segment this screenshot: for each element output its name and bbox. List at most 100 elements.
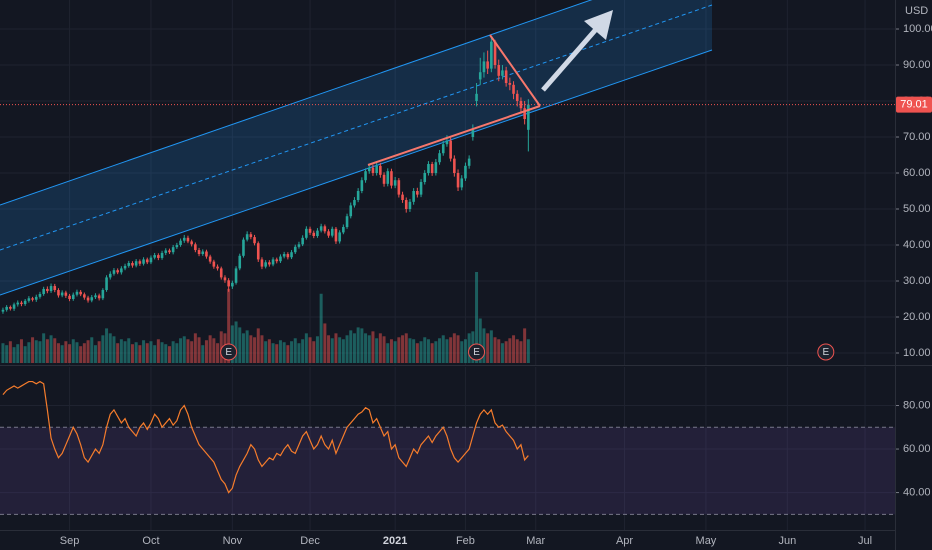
volume-bar [38,341,42,363]
candle-body [453,158,456,174]
candle-body [238,255,242,269]
candle-body [94,295,97,298]
candle-body [330,228,334,236]
candle-body [390,171,393,186]
candle-body [27,298,31,301]
volume-bar [523,328,527,363]
candle-body [293,246,297,253]
volume-bar [482,328,486,363]
volume-bar [34,340,38,363]
candle-body [97,295,101,299]
candle-body [219,268,223,278]
candle-body [20,302,23,305]
candle-body [427,164,430,174]
candle-body [327,231,330,236]
candle-body [264,262,267,267]
candle-body [404,200,408,210]
volume-bar [286,345,290,363]
x-tick-label: Jun [778,535,796,547]
x-tick-label: 2021 [383,535,407,547]
volume-bar [145,343,149,363]
candle-body [508,83,512,85]
volume-bar [315,336,319,363]
volume-bar [8,341,12,363]
candle-body [60,292,64,296]
volume-bar [167,346,171,363]
candle-body [382,174,386,184]
candle-body [478,72,482,80]
volume-bar [345,335,349,363]
candle-body [434,162,438,174]
candle-body [504,70,508,84]
volume-bar [5,345,9,363]
volume-bar [241,333,245,363]
volume-bar [364,333,368,363]
volume-bar [101,335,105,363]
volume-bar [142,340,146,363]
volume-bar [149,341,153,363]
candle-body [171,247,175,253]
candle-body [441,144,445,154]
candle-body [275,259,279,262]
volume-bar [68,344,72,363]
volume-bar [49,335,53,363]
earnings-label: E [225,347,232,358]
rsi-band-fill [0,427,895,515]
overlay: 79.01 E E E [0,96,932,361]
y-tick-label: 30.00 [903,275,931,287]
y-tick-label: 50.00 [903,203,931,215]
candle-body [42,288,45,294]
last-price-label: 79.01 [900,98,928,110]
volume-bar [408,338,412,363]
candle-body [397,180,401,195]
volume-bar [341,339,345,363]
candle-body [408,201,412,210]
volume-bar [27,342,31,363]
volume-bar [349,330,353,363]
candle-body [53,286,57,291]
volume-bar [401,335,405,363]
candle-body [86,297,90,301]
volume-bar [112,336,116,363]
earnings-marker [817,343,835,361]
volume-bar [253,337,257,363]
volume-bar [264,341,268,363]
volume-bar [304,333,308,363]
candle-body [16,302,20,305]
channel-upper [0,0,593,206]
volume-bar [404,333,408,363]
volume-bar [138,345,142,363]
candle-body [345,216,349,228]
volume-bar [75,342,79,363]
volume-bar [452,333,456,363]
candle-body [471,129,475,138]
candle-body [512,84,515,94]
volume-bar [160,342,164,363]
volume-bar [445,339,449,363]
x-tick-label: Sep [60,535,80,547]
volume-bar [267,339,271,363]
volume-bar [441,335,445,363]
candle-body [201,251,205,255]
volume-bar [319,293,323,363]
y-tick-label: 40.00 [903,239,931,251]
x-tick-label: Nov [223,535,243,547]
candle-body [515,93,519,102]
volume-bar [16,344,20,363]
volume-bar [219,331,223,363]
volume-bar [119,339,123,363]
candle-body [242,239,245,256]
candle-body [419,182,423,195]
candle-body [523,108,526,120]
candle-body [168,250,171,253]
candle-body [308,228,312,233]
volume-bar [64,341,68,363]
candle-body [75,291,79,295]
candle-body [31,298,34,300]
volume-bar [190,341,194,363]
candle-body [475,93,478,102]
candle-body [108,273,112,278]
candle-body [134,261,138,266]
